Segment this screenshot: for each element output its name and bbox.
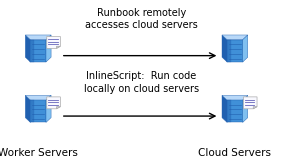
Polygon shape <box>222 95 227 122</box>
Polygon shape <box>243 35 248 62</box>
Polygon shape <box>227 40 243 62</box>
Text: Worker Servers: Worker Servers <box>0 148 78 158</box>
Polygon shape <box>46 95 51 122</box>
Polygon shape <box>25 35 51 40</box>
Text: Cloud Servers: Cloud Servers <box>198 148 271 158</box>
Polygon shape <box>222 35 248 40</box>
Polygon shape <box>47 97 60 109</box>
Text: InlineScript:  Run code: InlineScript: Run code <box>86 71 197 81</box>
Polygon shape <box>31 100 34 122</box>
Polygon shape <box>57 107 60 109</box>
Polygon shape <box>222 95 248 100</box>
Polygon shape <box>46 35 51 62</box>
Text: Runbook remotely: Runbook remotely <box>97 8 186 18</box>
Polygon shape <box>57 46 60 48</box>
Polygon shape <box>31 40 46 62</box>
Polygon shape <box>227 100 243 122</box>
Polygon shape <box>253 107 257 109</box>
Polygon shape <box>222 35 227 62</box>
Polygon shape <box>31 40 34 62</box>
Polygon shape <box>25 95 31 122</box>
Polygon shape <box>243 97 257 109</box>
Polygon shape <box>31 100 46 122</box>
Polygon shape <box>25 35 31 62</box>
Text: locally on cloud servers: locally on cloud servers <box>84 84 199 94</box>
Polygon shape <box>227 40 231 62</box>
Text: accesses cloud servers: accesses cloud servers <box>85 21 198 30</box>
Polygon shape <box>227 100 231 122</box>
Polygon shape <box>243 95 248 122</box>
Polygon shape <box>47 36 60 48</box>
Polygon shape <box>25 95 51 100</box>
